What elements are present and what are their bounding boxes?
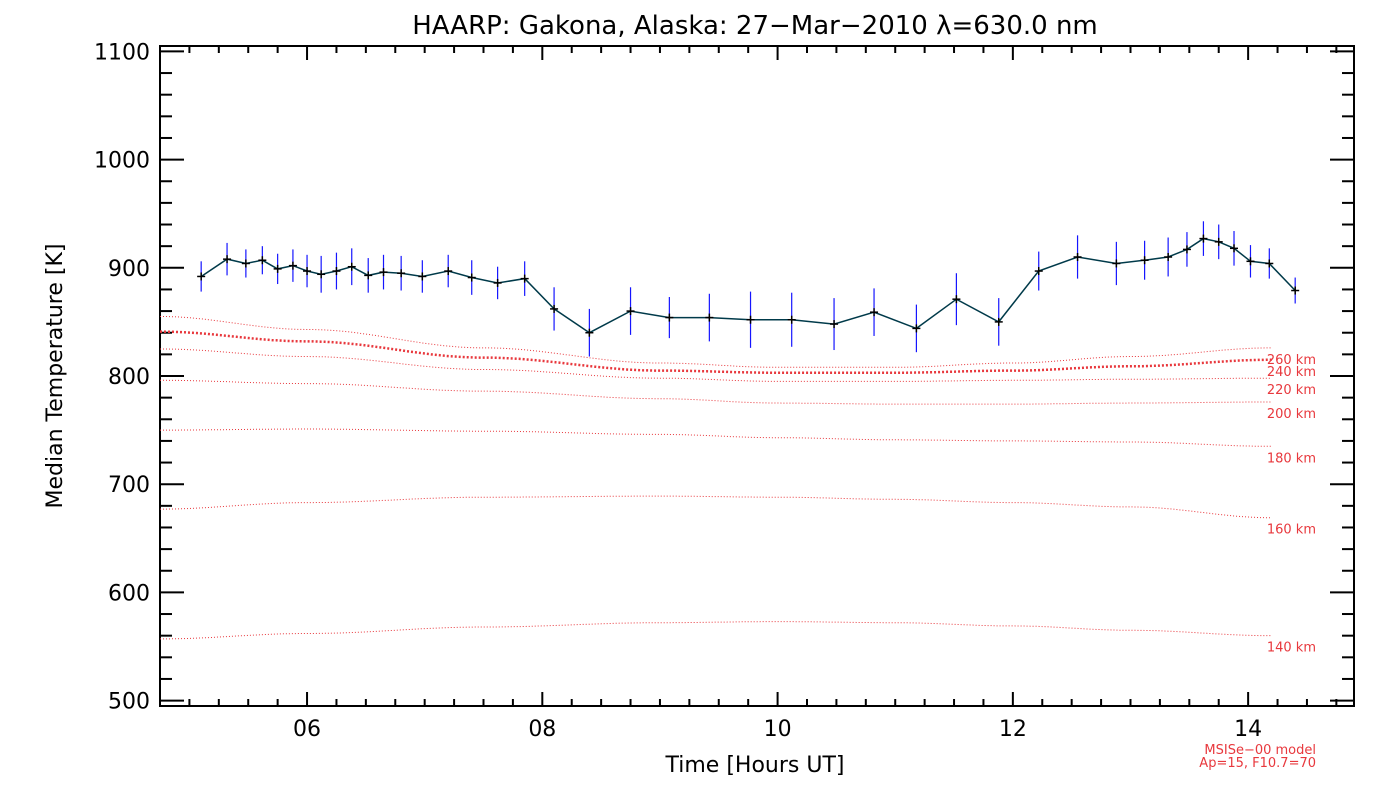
model-line-label: 220 km — [1267, 383, 1316, 398]
model-line — [160, 428, 1272, 447]
data-point — [994, 317, 1003, 326]
data-point — [1112, 259, 1121, 268]
x-axis: 06 08 10 12 14 — [188, 46, 1338, 742]
data-point — [1291, 286, 1300, 295]
model-line — [160, 495, 1272, 519]
error-bars — [200, 221, 1296, 357]
model-line-label: 240 km — [1267, 365, 1316, 380]
model-line-label: 160 km — [1267, 523, 1316, 538]
y-tick-label: 1100 — [94, 40, 150, 65]
data-point — [705, 313, 714, 322]
msis-model-lines — [159, 316, 1272, 640]
x-tick-label: 10 — [764, 717, 792, 742]
data-point — [1230, 244, 1239, 253]
data-point — [288, 261, 297, 270]
y-axis-title: Median Temperature [K] — [43, 244, 68, 509]
y-tick-label: 500 — [108, 690, 150, 715]
model-line — [160, 316, 1272, 368]
data-point — [912, 324, 921, 333]
x-tick-label: 12 — [999, 717, 1027, 742]
model-line — [160, 379, 1272, 405]
data-point — [1073, 252, 1082, 261]
data-point — [787, 315, 796, 324]
data-point — [317, 270, 326, 279]
data-point — [870, 308, 879, 317]
data-point — [830, 320, 839, 329]
data-point — [1214, 237, 1223, 246]
data-point — [467, 273, 476, 282]
x-tick-label: 08 — [528, 717, 556, 742]
model-line — [159, 330, 1272, 375]
y-tick-label: 600 — [108, 581, 150, 606]
data-point — [1199, 234, 1208, 243]
model-line — [160, 621, 1272, 640]
measured-series — [197, 234, 1300, 337]
data-point — [273, 264, 282, 273]
model-line-label: 140 km — [1267, 641, 1316, 656]
data-point — [493, 278, 502, 287]
data-point — [1034, 267, 1043, 276]
data-point — [665, 313, 674, 322]
plot-area — [159, 45, 1355, 707]
x-axis-title: Time [Hours UT] — [665, 753, 845, 778]
model-params-note: Ap=15, F10.7=70 — [1199, 756, 1316, 771]
y-tick-label: 700 — [108, 473, 150, 498]
data-point — [1164, 252, 1173, 261]
data-point — [1182, 245, 1191, 254]
data-point — [258, 256, 267, 265]
model-line — [160, 348, 1272, 382]
y-tick-label: 900 — [108, 257, 150, 282]
data-point — [585, 328, 594, 337]
data-point — [303, 267, 312, 276]
data-point — [223, 255, 232, 264]
data-point — [332, 267, 341, 276]
data-point — [197, 272, 206, 281]
data-point — [364, 271, 373, 280]
model-name-note: MSISe−00 model — [1204, 743, 1316, 758]
data-point — [550, 304, 559, 313]
data-point — [1140, 256, 1149, 265]
data-point — [626, 307, 635, 316]
x-tick-label: 06 — [293, 717, 321, 742]
data-point — [1265, 259, 1274, 268]
model-line-label: 200 km — [1267, 407, 1316, 422]
data-point — [347, 262, 356, 271]
y-tick-label: 1000 — [94, 149, 150, 174]
msis-model-labels: 140 km 160 km 180 km 200 km 220 km 240 km260 … — [1267, 353, 1316, 656]
data-point — [952, 295, 961, 304]
data-point — [418, 272, 427, 281]
data-point — [397, 269, 406, 278]
model-line-label: 260 km — [1267, 353, 1316, 368]
x-tick-label: 14 — [1234, 717, 1262, 742]
measured-line — [200, 237, 1296, 334]
chart-title: HAARP: Gakona, Alaska: 27−Mar−2010 λ=630… — [412, 11, 1098, 41]
data-point — [746, 315, 755, 324]
y-axis: 500 600 700 800 900 1000 1100 — [94, 40, 1354, 715]
data-point — [241, 259, 250, 268]
plot-frame — [159, 45, 1355, 707]
data-point — [520, 274, 529, 283]
model-line-label: 180 km — [1267, 451, 1316, 466]
data-point — [444, 267, 453, 276]
data-point — [379, 268, 388, 277]
y-tick-label: 800 — [108, 365, 150, 390]
data-point — [1246, 257, 1255, 266]
